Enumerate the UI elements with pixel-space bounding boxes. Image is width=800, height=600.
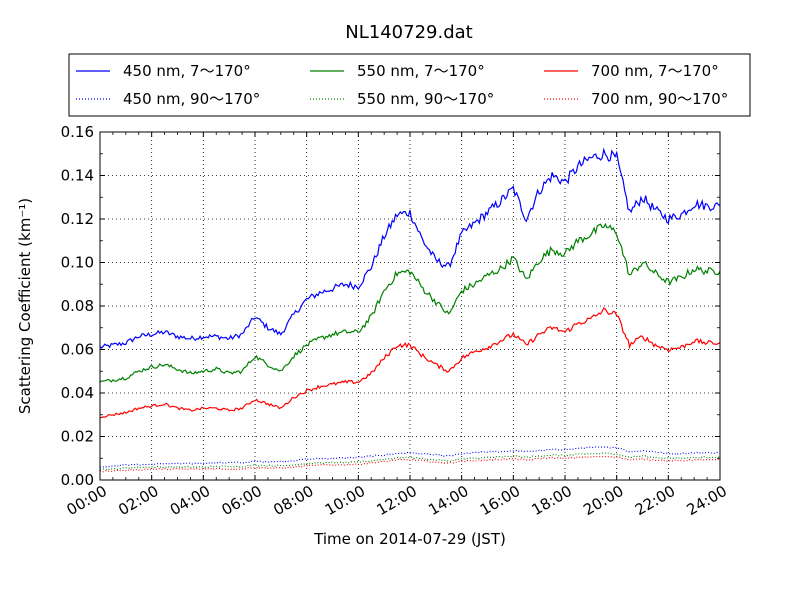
- grid: [100, 132, 720, 480]
- y-tick-label: 0.08: [61, 297, 94, 315]
- y-tick-label: 0.02: [61, 428, 94, 446]
- series-line-3: [99, 222, 721, 383]
- legend-items: 450 nm, 7～170° 550 nm, 7～170° 700 nm, 7～17…: [76, 62, 728, 108]
- legend-label: 700 nm, 7～170°: [591, 62, 719, 80]
- y-tick-label: 0.06: [61, 341, 94, 359]
- legend-box: [68, 53, 751, 117]
- y-axis-label: Scattering Coefficient (km⁻¹): [16, 198, 34, 414]
- legend: 450 nm, 7～170° 550 nm, 7～170° 700 nm, 7～17…: [68, 53, 751, 117]
- series-line-2: [99, 446, 721, 468]
- y-tick-label: 0.12: [61, 210, 94, 228]
- legend-label: 450 nm, 7～170°: [123, 62, 251, 80]
- legend-label: 550 nm, 90～170°: [357, 90, 494, 108]
- ticks: [99, 131, 721, 481]
- y-tick-label: 0.04: [61, 384, 94, 402]
- legend-label: 450 nm, 90～170°: [123, 90, 260, 108]
- legend-label: 700 nm, 90～170°: [591, 90, 728, 108]
- x-axis-label: Time on 2014-07-29 (JST): [313, 530, 506, 548]
- series-line-6: [99, 455, 721, 473]
- series-line-5: [99, 307, 721, 419]
- series-line-4: [99, 452, 721, 471]
- legend-label: 550 nm, 7～170°: [357, 62, 485, 80]
- y-tick-label: 0.10: [61, 254, 94, 272]
- y-tick-label: 0.16: [61, 123, 94, 141]
- y-tick-label: 0.00: [61, 471, 94, 489]
- series-layer: [99, 147, 721, 473]
- y-tick-label: 0.14: [61, 167, 94, 185]
- chart-title: NL140729.dat: [345, 22, 472, 43]
- series-line-1: [99, 147, 721, 349]
- y-tick-labels: 0.00 0.02 0.04 0.06 0.08 0.10 0.12 0.14 0.16: [61, 123, 94, 489]
